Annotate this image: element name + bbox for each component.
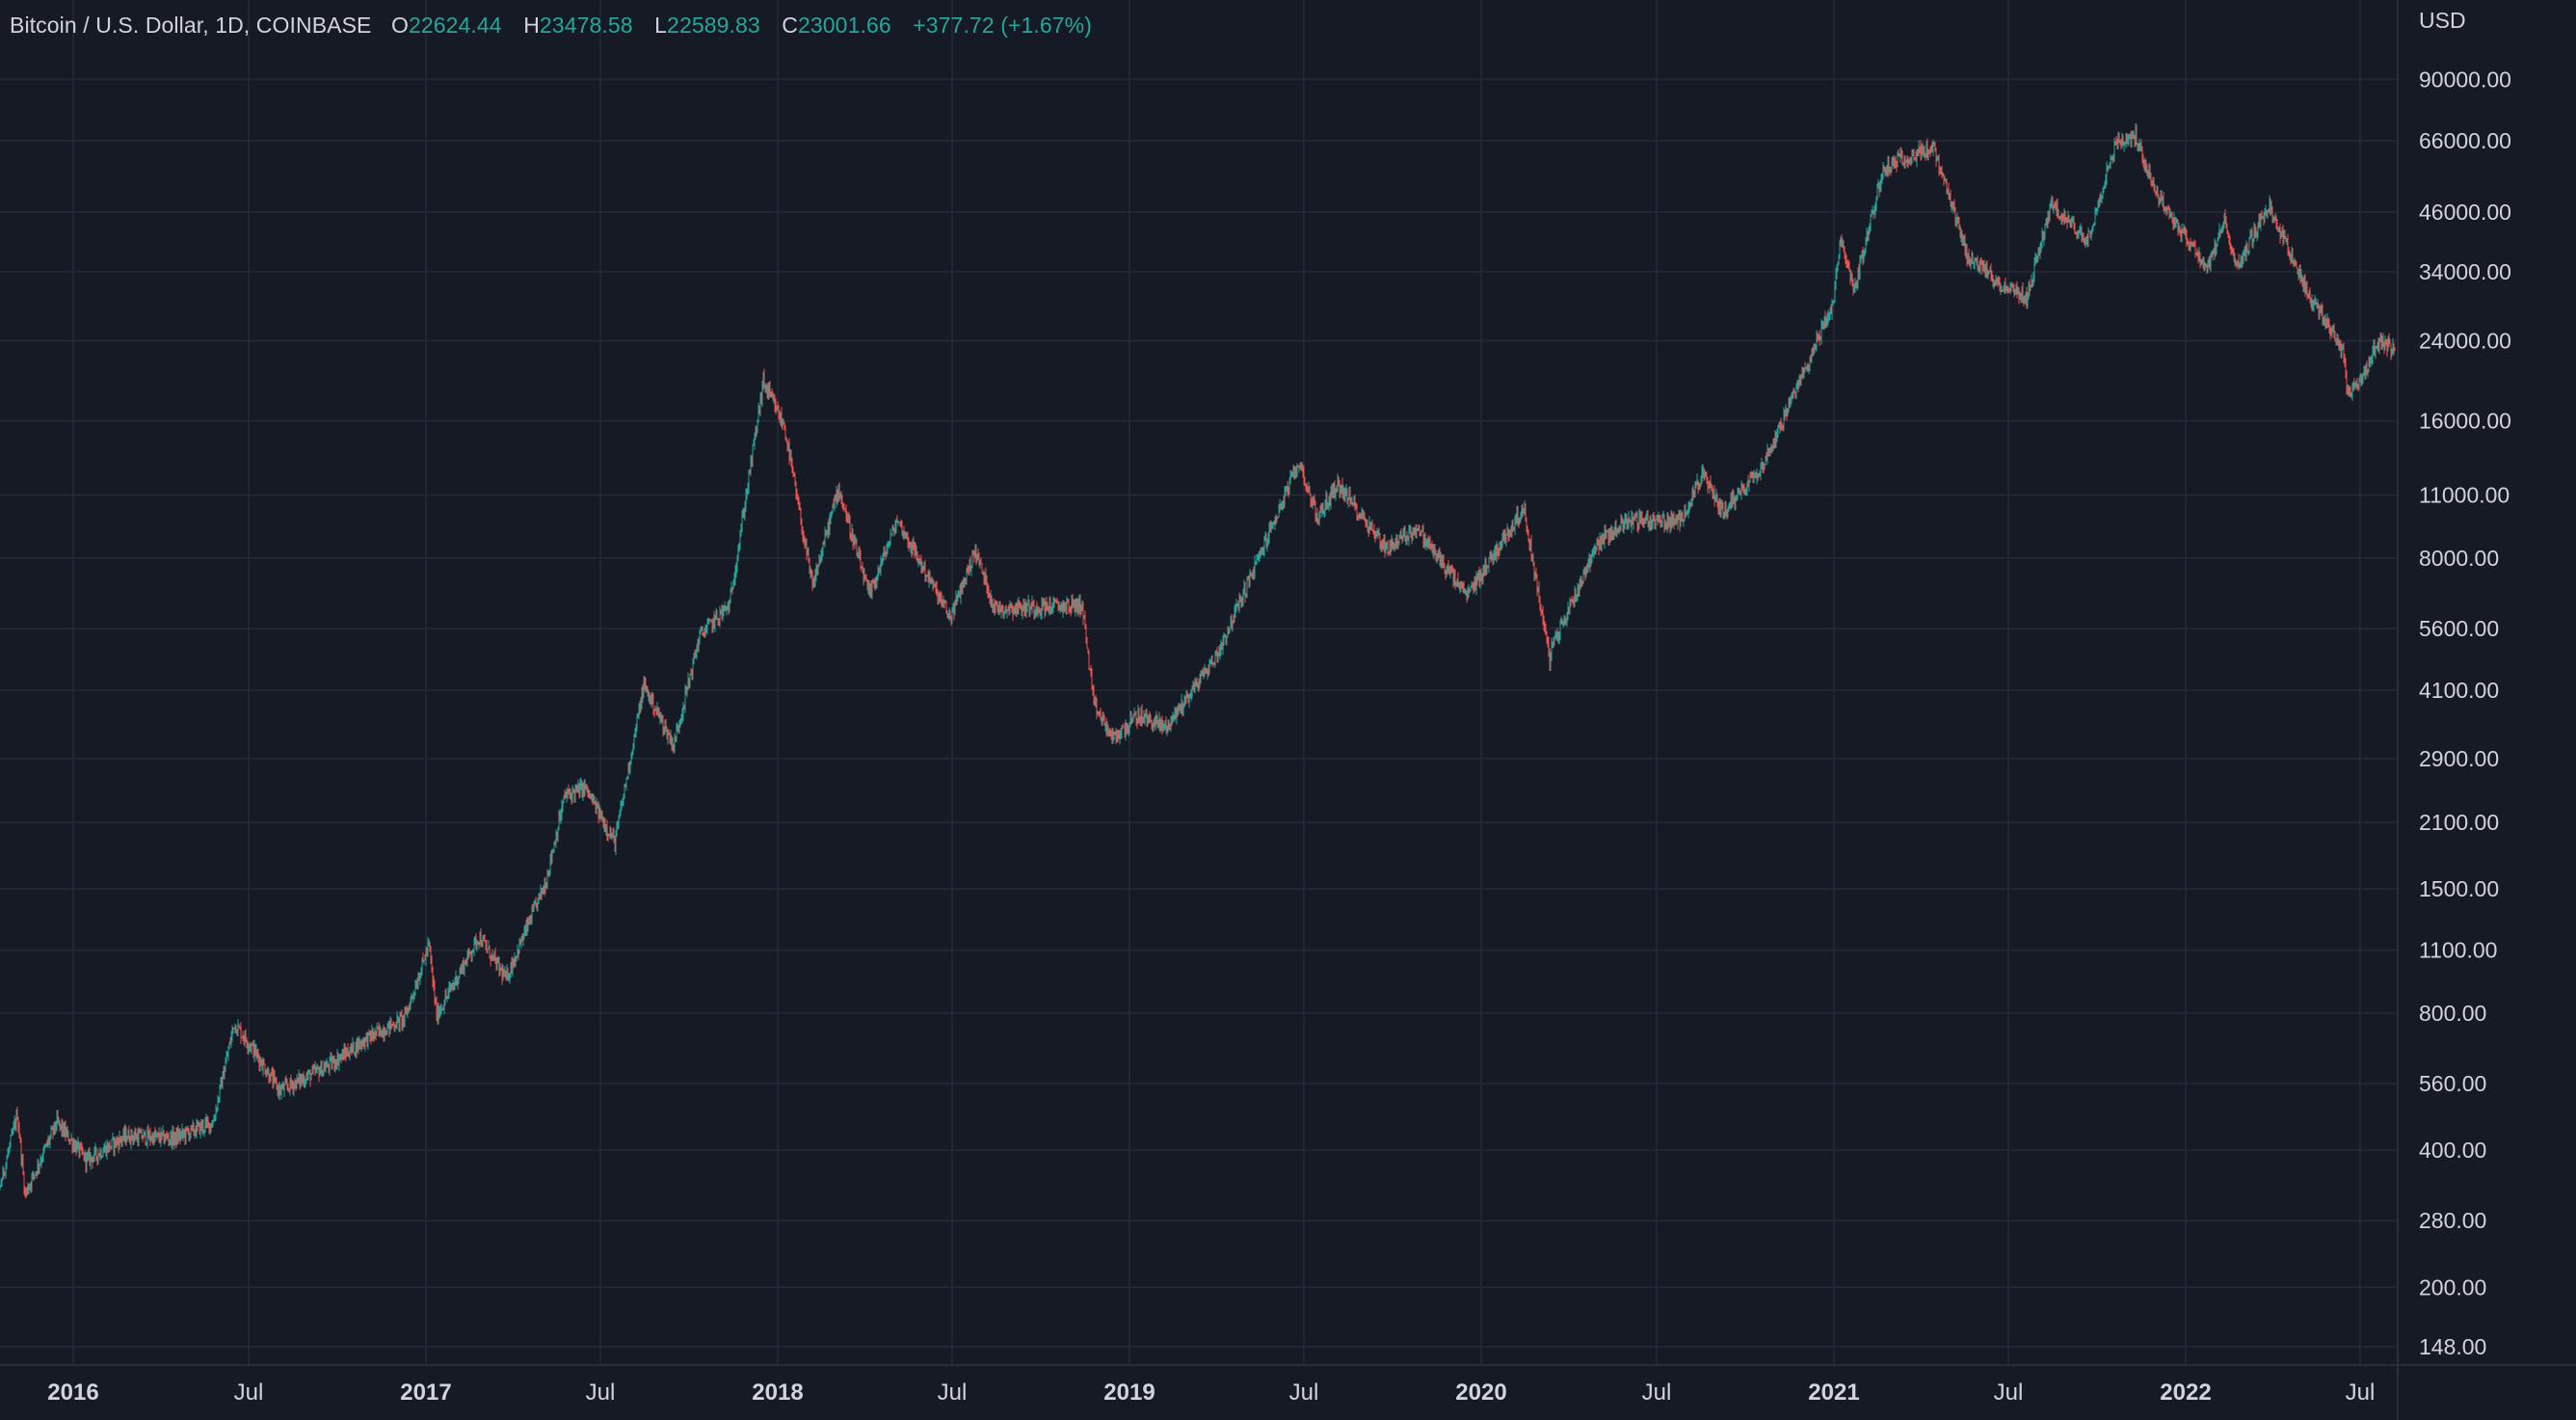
price-tick-label: 280.00 bbox=[2419, 1208, 2486, 1233]
time-tick-label: Jul bbox=[1642, 1380, 1672, 1406]
price-tick-label: 2900.00 bbox=[2419, 746, 2499, 771]
time-tick-label: 2017 bbox=[400, 1380, 451, 1406]
time-tick-label: Jul bbox=[2346, 1380, 2376, 1406]
symbol-legend: Bitcoin / U.S. Dollar, 1D, COINBASE O226… bbox=[10, 13, 1092, 39]
time-tick-label: 2018 bbox=[752, 1380, 803, 1406]
price-tick-label: 5600.00 bbox=[2419, 616, 2499, 641]
price-tick-label: 1100.00 bbox=[2419, 938, 2497, 963]
open-value: 22624.44 bbox=[408, 13, 502, 38]
price-tick-label: 1500.00 bbox=[2419, 876, 2499, 901]
price-tick-label: 11000.00 bbox=[2419, 482, 2510, 507]
close-label: C bbox=[782, 13, 798, 38]
price-tick-label: 560.00 bbox=[2419, 1071, 2486, 1096]
candles bbox=[0, 122, 2396, 1199]
time-tick-label: Jul bbox=[1994, 1380, 2024, 1406]
price-tick-label: 90000.00 bbox=[2419, 67, 2511, 92]
change-value: +377.72 (+1.67%) bbox=[913, 13, 1092, 38]
price-tick-label: 24000.00 bbox=[2419, 328, 2511, 353]
time-tick-label: Jul bbox=[586, 1380, 616, 1406]
time-tick-label: 2016 bbox=[47, 1380, 98, 1406]
time-tick-label: 2020 bbox=[1455, 1380, 1506, 1406]
time-tick-label: 2019 bbox=[1103, 1380, 1155, 1406]
price-tick-label: 8000.00 bbox=[2419, 546, 2499, 571]
price-tick-label: 148.00 bbox=[2419, 1334, 2486, 1359]
time-tick-label: 2021 bbox=[1808, 1380, 1859, 1406]
symbol-title: Bitcoin / U.S. Dollar, 1D, COINBASE bbox=[10, 13, 372, 38]
price-tick-label: 66000.00 bbox=[2419, 128, 2511, 153]
price-tick-label: 34000.00 bbox=[2419, 259, 2511, 284]
close-value: 23001.66 bbox=[798, 13, 891, 38]
time-tick-label: Jul bbox=[938, 1380, 968, 1406]
grid-lines bbox=[0, 0, 2398, 1365]
price-tick-label: 2100.00 bbox=[2419, 810, 2499, 835]
low-label: L bbox=[654, 13, 668, 38]
time-tick-label: Jul bbox=[234, 1380, 264, 1406]
price-tick-label: 800.00 bbox=[2419, 1001, 2486, 1026]
price-tick-label: 46000.00 bbox=[2419, 200, 2511, 225]
time-tick-label: 2022 bbox=[2160, 1380, 2211, 1406]
price-tick-label: 16000.00 bbox=[2419, 409, 2511, 434]
time-tick-label: Jul bbox=[1289, 1380, 1319, 1406]
high-label: H bbox=[523, 13, 540, 38]
open-label: O bbox=[390, 13, 409, 38]
high-value: 23478.58 bbox=[539, 13, 633, 38]
price-tick-label: 4100.00 bbox=[2419, 678, 2499, 703]
price-tick-label: 400.00 bbox=[2419, 1138, 2486, 1163]
price-tick-label: 200.00 bbox=[2419, 1274, 2486, 1299]
low-value: 22589.83 bbox=[667, 13, 760, 38]
currency-label[interactable]: USD bbox=[2419, 8, 2466, 33]
